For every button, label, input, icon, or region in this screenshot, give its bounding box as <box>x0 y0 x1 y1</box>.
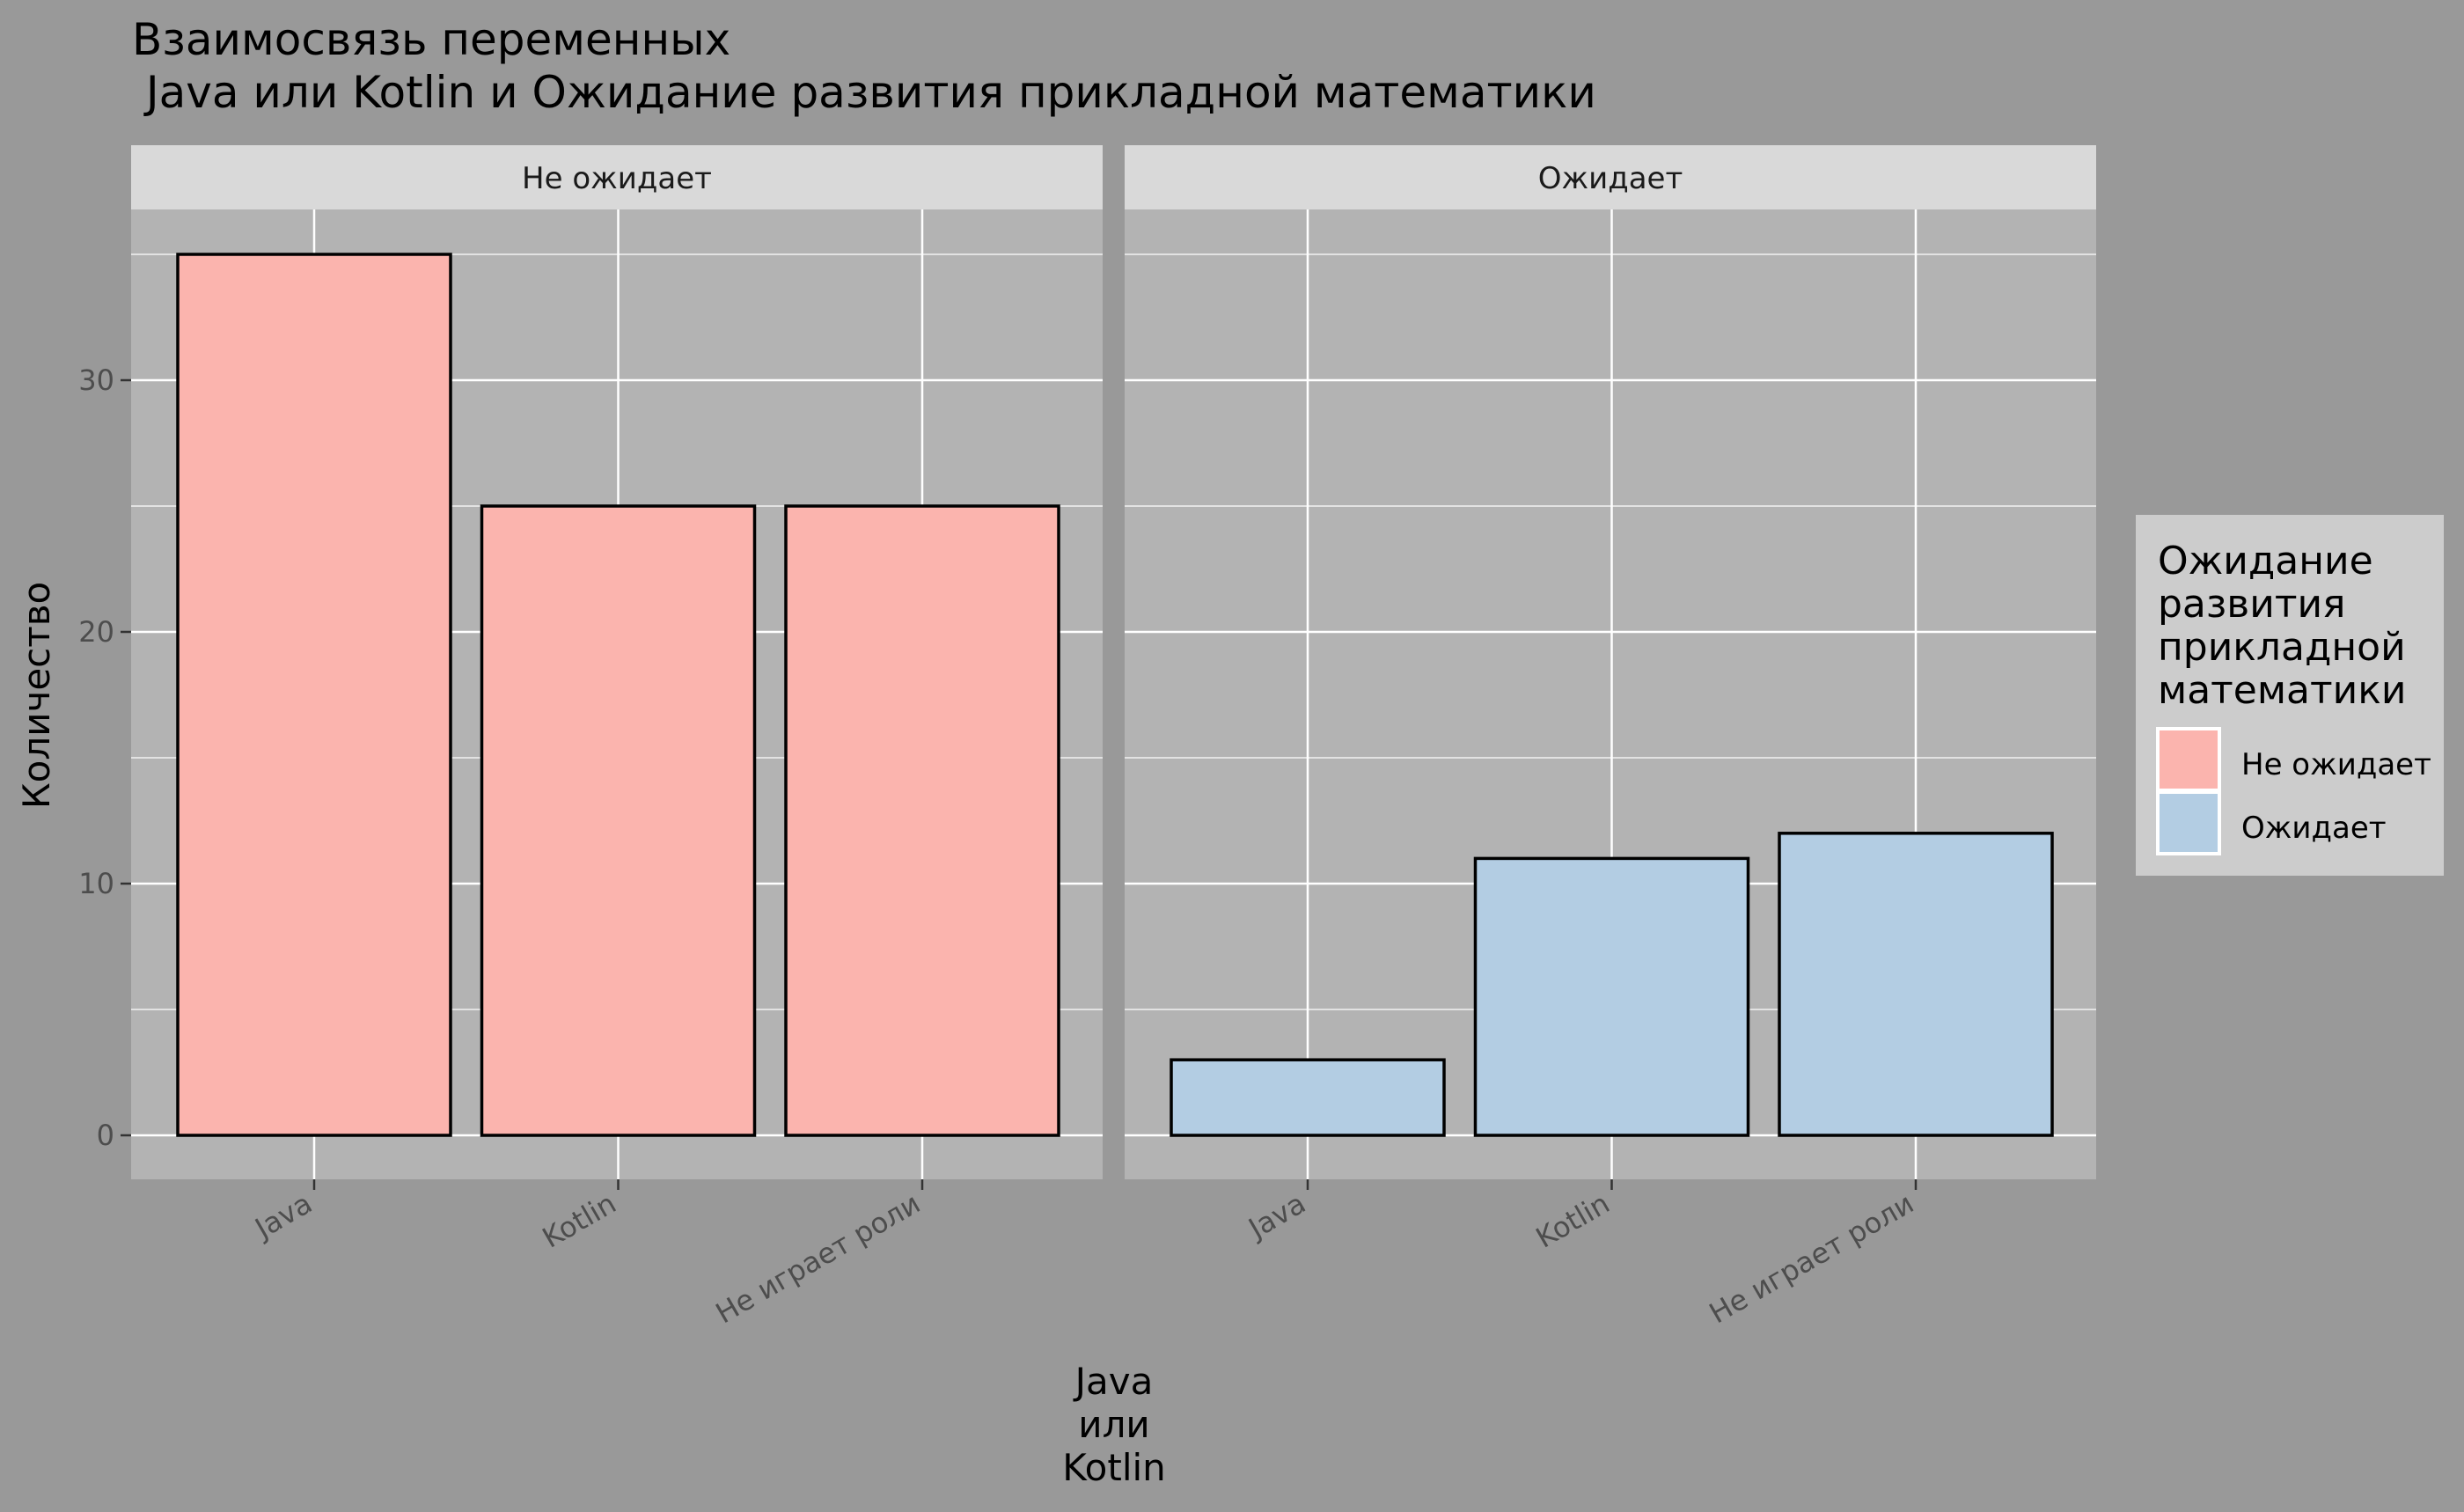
legend-title-line-4: математики <box>2158 668 2406 713</box>
legend-title-line-3: прикладной <box>2158 625 2406 670</box>
legend-key-1 <box>2156 790 2221 855</box>
legend-label-0: Не ожидает <box>2241 747 2431 782</box>
y-axis-title: Количество <box>15 582 58 809</box>
facet-strip-label-0: Не ожидает <box>522 161 712 196</box>
legend-title-line-1: Ожидание <box>2158 539 2373 584</box>
bar-0-0 <box>176 253 452 1137</box>
y-tick-label: 10 <box>78 867 114 900</box>
chart-title-line-2: Java или Kotlin и Ожидание развития прик… <box>132 67 1596 118</box>
chart-title-line-1: Взаимосвязь переменных <box>132 14 730 65</box>
bar-0-1 <box>480 504 757 1137</box>
bar-1-2 <box>1778 832 2054 1137</box>
y-tick-label: 0 <box>97 1119 114 1152</box>
bar-1-1 <box>1473 856 1750 1137</box>
facet-strip-0 <box>131 145 1103 209</box>
facet-strip-1 <box>1125 145 2096 209</box>
legend-key-0 <box>2156 727 2221 792</box>
bar-1-0 <box>1170 1058 1446 1137</box>
legend-label-1: Ожидает <box>2241 811 2387 846</box>
bar-0-2 <box>784 504 1060 1137</box>
x-axis-title-line-1: Java <box>1073 1360 1154 1403</box>
x-axis-title-line-3: Kotlin <box>1062 1446 1166 1489</box>
legend: Ожидание развития прикладной математики … <box>2136 515 2444 876</box>
y-tick-label: 20 <box>78 615 114 649</box>
x-axis-title-line-2: или <box>1078 1403 1149 1446</box>
y-tick-label: 30 <box>78 363 114 397</box>
legend-title-line-2: развития <box>2158 582 2346 627</box>
facet-strip-label-1: Ожидает <box>1538 161 1683 196</box>
